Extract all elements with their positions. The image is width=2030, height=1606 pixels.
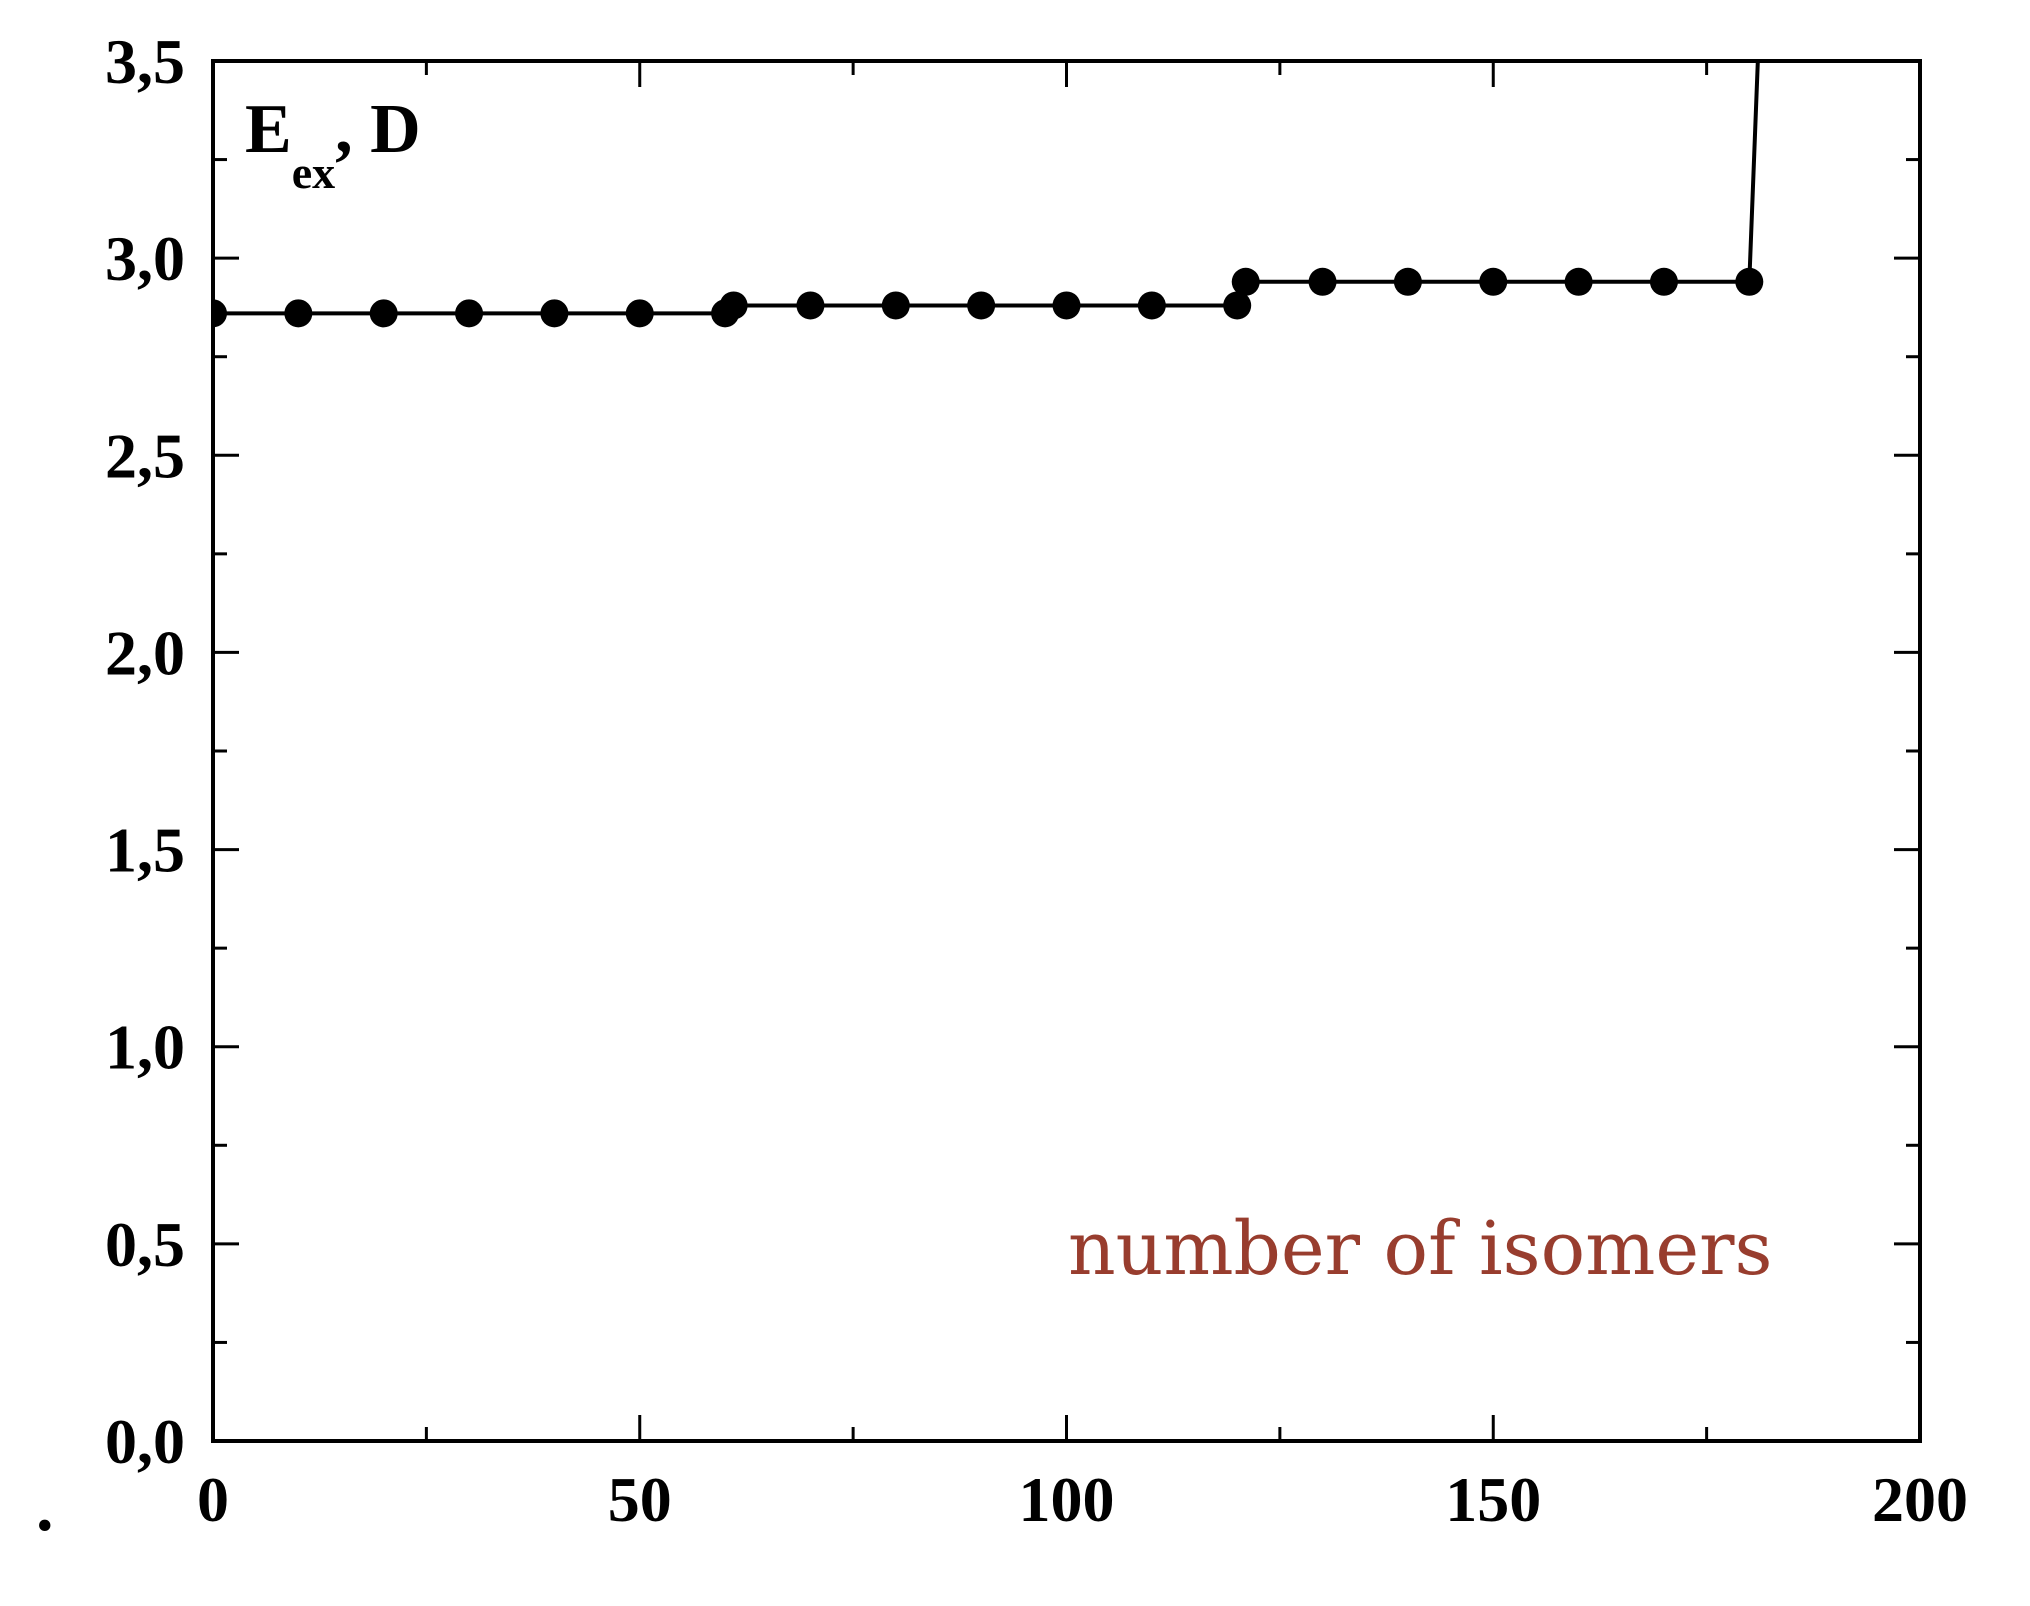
axis-ticks <box>211 59 1922 1443</box>
data-point <box>625 299 654 328</box>
data-point <box>1735 267 1764 296</box>
data-point <box>719 291 748 320</box>
data-point <box>284 299 313 328</box>
data-point <box>540 299 569 328</box>
data-point <box>1479 267 1508 296</box>
data-point <box>1052 291 1081 320</box>
series-line <box>213 61 1760 316</box>
y-tick-label: 3,5 <box>105 26 185 97</box>
y-tick-label: 2,5 <box>105 420 185 491</box>
x-tick-label: 0 <box>197 1464 229 1535</box>
data-point <box>1308 267 1337 296</box>
y-tick-label: 3,0 <box>105 223 185 294</box>
data-point <box>1564 267 1593 296</box>
x-axis-label: number of isomers <box>1068 1206 1773 1292</box>
data-point <box>881 291 910 320</box>
data-point <box>796 291 825 320</box>
data-point <box>213 299 227 328</box>
y-axis-label-suffix: , D <box>335 91 421 168</box>
data-point <box>369 299 398 328</box>
data-point <box>1137 291 1166 320</box>
y-tick-label: 1,5 <box>105 815 185 886</box>
data-point <box>1223 291 1252 320</box>
x-tick-label: 100 <box>1019 1464 1115 1535</box>
data-point <box>455 299 484 328</box>
x-tick-label: 200 <box>1872 1464 1968 1535</box>
y-tick-label: 2,0 <box>105 617 185 688</box>
y-axis-label-subscript: ex <box>292 147 335 198</box>
y-axis-label-main: E <box>245 91 292 168</box>
x-tick-label: 150 <box>1445 1464 1541 1535</box>
y-tick-labels: 0,0 0,5 1,0 1,5 2,0 2,5 3,0 3,5 <box>105 26 185 1477</box>
data-point <box>1649 267 1678 296</box>
y-tick-label: 1,0 <box>105 1012 185 1083</box>
stray-dot: . <box>36 1469 54 1546</box>
data-point <box>1231 267 1260 296</box>
x-tick-label: 50 <box>608 1464 672 1535</box>
x-tick-labels: 0 50 100 150 200 <box>197 1464 1968 1535</box>
y-tick-label: 0,5 <box>105 1209 185 1280</box>
y-tick-label: 0,0 <box>105 1406 185 1477</box>
data-point <box>967 291 996 320</box>
series-layer <box>213 61 1764 328</box>
data-point <box>1393 267 1422 296</box>
y-axis-label: Eex, D <box>245 91 421 198</box>
